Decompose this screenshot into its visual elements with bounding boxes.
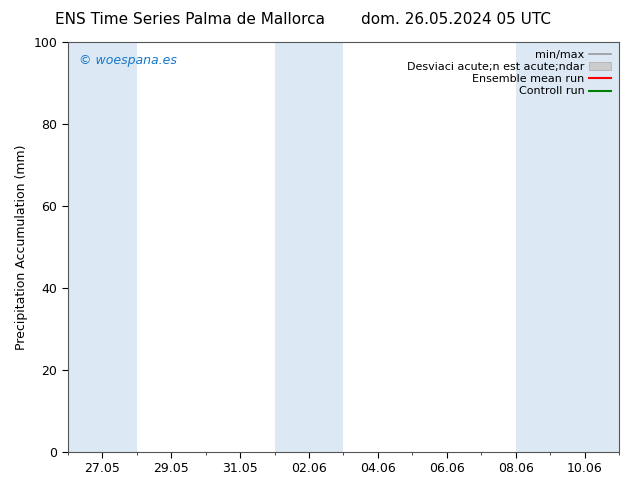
Text: ENS Time Series Palma de Mallorca: ENS Time Series Palma de Mallorca [55,12,325,27]
Legend: min/max, Desviaci acute;n est acute;ndar, Ensemble mean run, Controll run: min/max, Desviaci acute;n est acute;ndar… [405,48,614,98]
Text: dom. 26.05.2024 05 UTC: dom. 26.05.2024 05 UTC [361,12,552,27]
Y-axis label: Precipitation Accumulation (mm): Precipitation Accumulation (mm) [15,144,28,349]
Text: © woespana.es: © woespana.es [79,54,177,67]
Bar [515,42,619,452]
Bar [275,42,344,452]
Bar [68,42,137,452]
